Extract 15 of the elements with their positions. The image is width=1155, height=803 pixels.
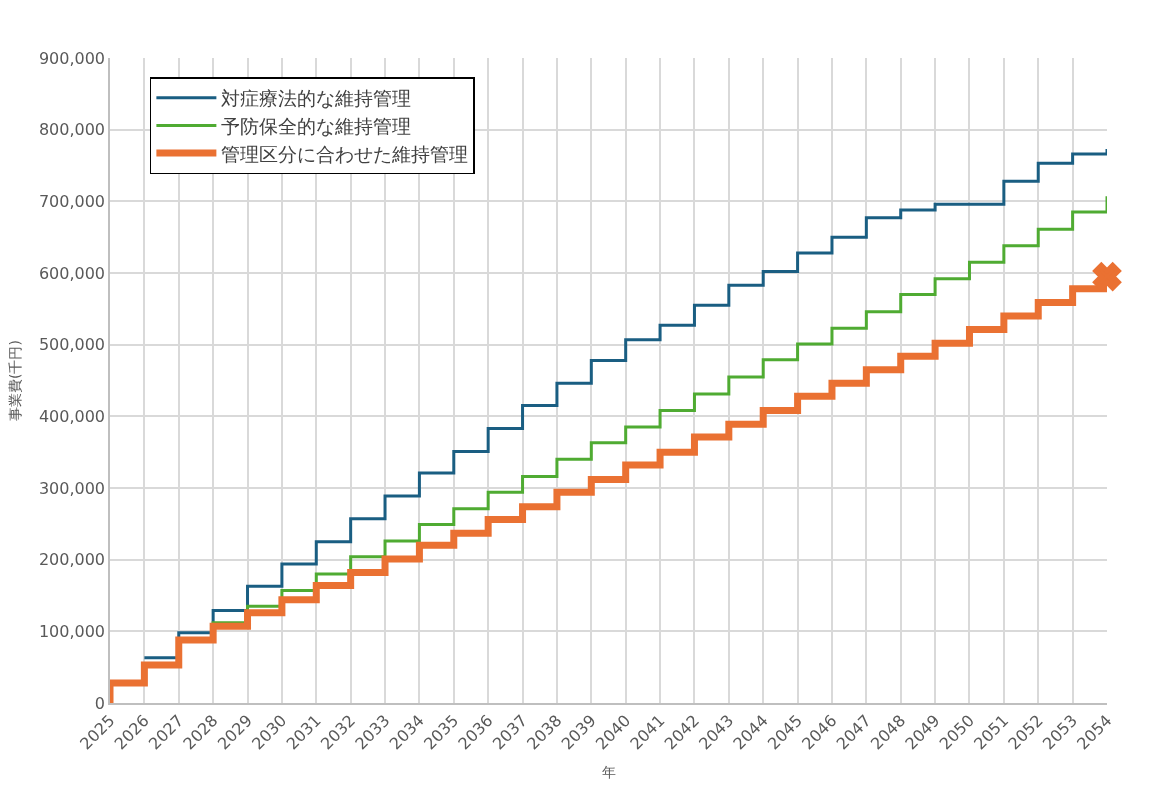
- y-tick-label: 900,000: [38, 48, 106, 68]
- legend-label: 管理区分に合わせた維持管理: [221, 142, 469, 165]
- legend-label: 予防保全的な維持管理: [221, 114, 412, 137]
- y-axis-title: 事業費(千円): [6, 340, 23, 421]
- y-tick-label: 0: [94, 693, 106, 713]
- y-tick-label: 700,000: [38, 191, 106, 211]
- y-tick-label: 300,000: [38, 478, 106, 498]
- legend-label: 対症療法的な維持管理: [221, 87, 412, 110]
- y-tick-label: 400,000: [38, 406, 106, 426]
- y-tick-label: 600,000: [38, 263, 106, 283]
- x-axis-title: 年: [601, 764, 616, 781]
- y-tick-label: 100,000: [38, 621, 106, 641]
- y-tick-label: 800,000: [38, 120, 106, 140]
- y-tick-label: 200,000: [38, 550, 106, 570]
- y-tick-label: 500,000: [38, 335, 106, 355]
